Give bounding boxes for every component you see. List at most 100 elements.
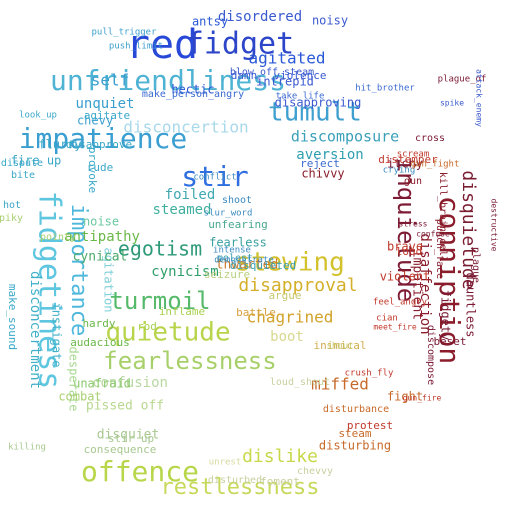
cloud-word: reject	[300, 157, 340, 170]
cloud-word: take_life	[276, 92, 325, 102]
cloud-word: unfearing	[208, 218, 268, 231]
cloud-word: stress	[399, 220, 428, 229]
cloud-word: chagrined	[247, 308, 334, 327]
cloud-word: fearless	[209, 236, 267, 250]
cloud-word: unrest	[209, 458, 242, 468]
cloud-word: plague_of	[438, 75, 487, 85]
cloud-word: red	[126, 22, 198, 68]
cloud-word: loud_shout	[270, 377, 330, 388]
cloud-word: miffed	[311, 375, 369, 394]
cloud-word: agitate	[84, 109, 130, 122]
cloud-word: unquiet	[75, 96, 134, 112]
cloud-word: quietude	[105, 318, 230, 348]
cloud-word: crush_fly	[345, 369, 394, 379]
cloud-word: cross	[415, 133, 445, 144]
cloud-word: feel_angry	[373, 298, 428, 308]
cloud-word: make_person_angry	[142, 89, 244, 100]
cloud-word: desperate	[67, 346, 81, 411]
cloud-word: conniption	[433, 196, 466, 365]
cloud-word: protest	[347, 419, 393, 432]
cloud-word: cynical	[73, 250, 128, 265]
cloud-word: stir	[181, 160, 248, 193]
cloud-word: crying	[383, 166, 416, 176]
cloud-word: argue	[268, 289, 301, 302]
cloud-word: blow_off_steam	[230, 67, 314, 78]
cloud-word: shout	[326, 342, 353, 352]
cloud-word: gun_fire	[403, 394, 442, 403]
cloud-word: unafraid	[73, 377, 131, 391]
cloud-word: thwarted	[216, 258, 279, 273]
cloud-word: chevy	[77, 114, 113, 128]
cloud-word: chevvy	[297, 466, 333, 477]
cloud-word: disquiet	[97, 428, 160, 443]
cloud-word: agitated	[248, 49, 325, 68]
cloud-word: inflame	[159, 305, 205, 318]
cloud-word: steamed	[152, 202, 211, 218]
cloud-word: violence	[274, 69, 327, 82]
cloud-word: push_limit	[109, 42, 163, 52]
cloud-word: make_sound	[6, 284, 19, 350]
cloud-word: hardy	[82, 317, 115, 330]
cloud-word: scream	[397, 150, 430, 160]
cloud-word: impatient	[410, 250, 425, 320]
cloud-word: flurry	[38, 138, 81, 152]
cloud-word: discompose	[425, 325, 436, 385]
cloud-word: rude	[87, 161, 114, 174]
cloud-word: slur_word	[204, 209, 253, 219]
cloud-word: disturbing	[319, 439, 391, 453]
cloud-word: noisy	[312, 14, 348, 28]
cloud-word: seizure	[204, 268, 250, 281]
cloud-word: boot	[270, 329, 304, 345]
cloud-word: disaffection	[417, 233, 433, 334]
cloud-word: impatience	[19, 122, 188, 155]
cloud-word: fidgety	[439, 290, 453, 341]
cloud-word: disconcertion	[123, 118, 248, 137]
cloud-word: damn	[231, 69, 258, 82]
cloud-word: antipathy	[64, 229, 140, 245]
cloud-word: stewing	[235, 248, 345, 278]
cloud-word: importance	[66, 204, 91, 336]
cloud-word: inquietude	[392, 158, 420, 303]
cloud-word: provoke	[86, 147, 99, 193]
cloud-word: killing	[8, 443, 46, 453]
cloud-word: foiled	[165, 187, 216, 203]
cloud-word: disapprove	[66, 138, 132, 151]
cloud-word: hectic	[171, 83, 214, 97]
cloud-word: hit_brother	[355, 84, 415, 94]
cloud-word: intense	[213, 246, 251, 256]
cloud-word: demonstrate	[214, 256, 274, 266]
cloud-word: disapproving	[275, 96, 362, 110]
cloud-word: disquietude	[458, 170, 479, 289]
cloud-word: spike	[440, 99, 464, 108]
cloud-word: chivvy	[301, 167, 344, 181]
cloud-word: dauntless	[464, 272, 478, 337]
cloud-word: inimical	[314, 339, 367, 352]
cloud-word: foment	[260, 475, 300, 488]
cloud-word: combat	[58, 390, 101, 404]
cloud-word: disquieted	[230, 259, 296, 272]
cloud-word: molest	[217, 253, 253, 264]
cloud-word: disconcertment	[27, 271, 43, 389]
cloud-word: spiky	[0, 213, 23, 224]
cloud-word: fearlessness	[103, 347, 276, 375]
cloud-word: fidgetiness	[32, 191, 67, 390]
cloud-word: battle	[236, 306, 276, 319]
cloud-word: attack_enemy	[475, 69, 484, 127]
cloud-word: disturbance	[323, 404, 389, 415]
cloud-word: loud	[396, 245, 423, 258]
cloud-word: turmoil	[109, 287, 210, 315]
cloud-word: pointy	[40, 232, 76, 243]
cloud-word: look_up	[19, 111, 57, 121]
cloud-word: stir up	[108, 432, 154, 445]
cloud-word: noise	[83, 215, 119, 229]
cloud-word: plague	[470, 247, 481, 283]
cloud-word: dislike	[242, 446, 318, 467]
cloud-word: confusion	[92, 375, 168, 391]
cloud-word: agitation	[102, 247, 116, 312]
cloud-word: pull_trigger	[91, 28, 157, 38]
cloud-word: kill_brain_cell	[437, 172, 448, 262]
cloud-word: egotism	[118, 237, 202, 261]
cloud-word: disapproval	[238, 275, 357, 296]
